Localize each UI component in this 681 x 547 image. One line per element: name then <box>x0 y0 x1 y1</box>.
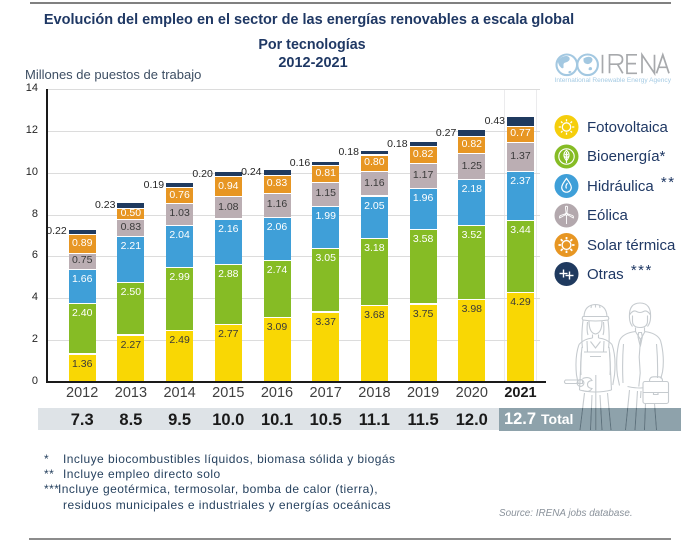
svg-text:International Renewable Energy: International Renewable Energy Agency <box>555 77 672 84</box>
